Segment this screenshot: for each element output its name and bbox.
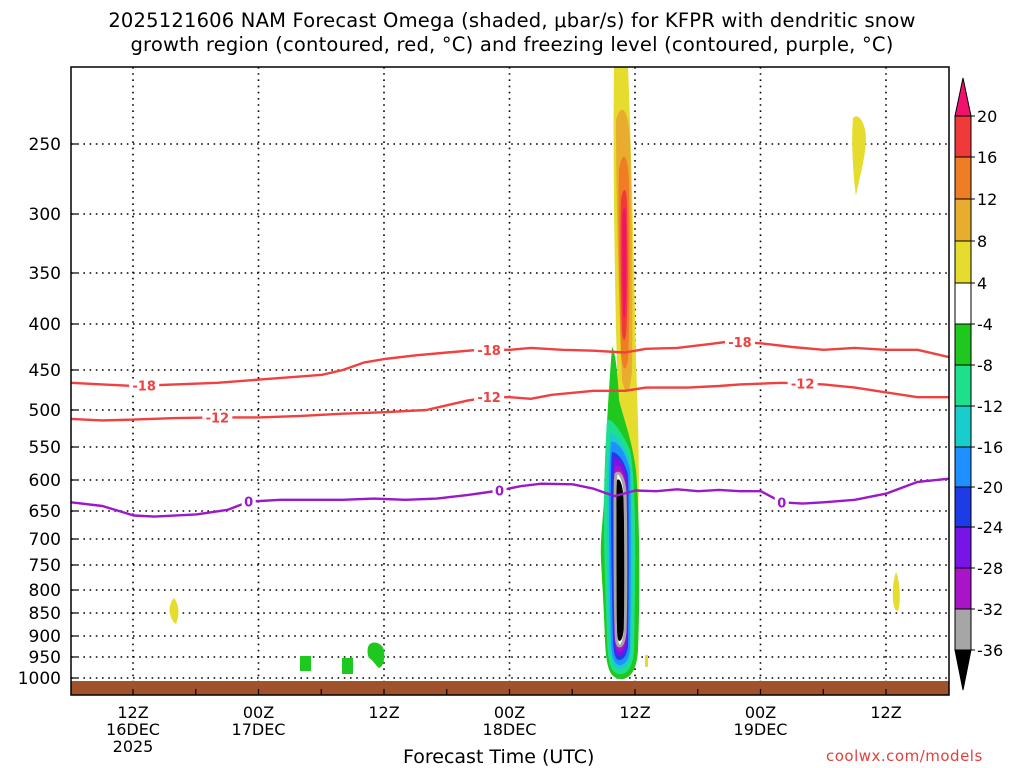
xtick-label-0-2: 2025	[113, 737, 154, 756]
ground-surface	[71, 681, 949, 695]
colorbar-label-8: -16	[977, 438, 1003, 457]
colorbar-segment-6	[954, 364, 972, 407]
colorbar-segment-8	[954, 446, 972, 488]
contour-freezing-level-0	[71, 477, 949, 518]
xtick-label-2-0: 00Z	[243, 703, 274, 722]
ytick-label-550: 550	[29, 438, 61, 458]
colorbar-label-6: -8	[977, 356, 993, 375]
xtick-label-10-0: 00Z	[745, 703, 776, 722]
pressure-axis: 250 300 350 400 450 500 550 600 650 700 750 800 850 9…	[18, 135, 77, 689]
contour-label-bg-freezing-level-0-0	[241, 494, 256, 509]
omega-positive-patch-surface	[645, 655, 648, 667]
colorbar-segment-1	[954, 156, 972, 200]
omega-negative-patch-3	[367, 642, 385, 668]
omega-colorbar: 20 16 12 8 4 -4 -8 -12 -16 -20 -24 -28 -32 -36	[954, 77, 1003, 691]
ytick-label-400: 400	[29, 315, 61, 335]
omega-negative-patch-2	[342, 658, 353, 674]
contour-label-dgz-minus18-1: -18	[477, 344, 501, 359]
colorbar-bottom-arrow	[954, 649, 972, 691]
omega-positive-plume-magenta	[622, 208, 627, 319]
contour-label-bg-dgz-minus18-0	[129, 378, 160, 393]
omega-positive-patch-upper-right	[852, 116, 866, 196]
omega-negative-core-black	[616, 479, 625, 641]
ytick-label-950: 950	[29, 648, 61, 668]
xtick-label-6-0: 00Z	[494, 703, 525, 722]
ytick-label-900: 900	[29, 627, 61, 647]
xtick-label-8-0: 12Z	[619, 703, 650, 722]
ytick-label-500: 500	[29, 401, 61, 421]
xtick-label-6-1: 18DEC	[483, 720, 537, 739]
ytick-label-650: 650	[29, 502, 61, 522]
colorbar-label-5: -4	[977, 315, 993, 334]
colorbar-segment-7	[954, 405, 972, 448]
contour-label-bg-dgz-minus12-1	[474, 390, 505, 405]
contour-label-bg-dgz-minus12-0	[202, 410, 233, 425]
contour-label-bg-dgz-minus18-2	[724, 335, 755, 350]
contour-label-dgz-minus12-2: -12	[791, 378, 815, 393]
ytick-label-850: 850	[29, 604, 61, 624]
colorbar-segment-12	[954, 608, 972, 651]
colorbar-label-10: -24	[977, 518, 1003, 537]
ytick-label-800: 800	[29, 581, 61, 601]
omega-positive-patch-left	[169, 598, 179, 624]
ytick-label-700: 700	[29, 530, 61, 550]
colorbar-label-13: -36	[977, 641, 1003, 660]
chart-title-line-2: growth region (contoured, red, °C) and f…	[130, 33, 894, 56]
pressure-gridlines	[71, 143, 949, 679]
contour-label-dgz-minus12-0: -12	[206, 411, 230, 426]
contour-label-dgz-minus12-1: -12	[477, 391, 501, 406]
xtick-label-0-1: 16DEC	[106, 720, 160, 739]
ytick-label-450: 450	[29, 361, 61, 381]
colorbar-segment-0	[954, 115, 972, 158]
ytick-label-300: 300	[29, 205, 61, 225]
ytick-label-750: 750	[29, 556, 61, 576]
chart-title-line-1: 2025121606 NAM Forecast Omega (shaded, μ…	[108, 9, 916, 32]
contour-label-bg-freezing-level-0-1	[492, 483, 507, 498]
credit-text: coolwx.com/models	[826, 747, 983, 765]
contour-label-freezing-level-0-0: 0	[244, 496, 253, 511]
ytick-label-600: 600	[29, 471, 61, 491]
colorbar-label-2: 12	[977, 190, 997, 209]
colorbar-label-4: 4	[977, 274, 987, 293]
xtick-label-4-0: 12Z	[368, 703, 399, 722]
contour-labels: -18 -18 -18 -12 -12 -12 0 0 0	[129, 335, 818, 511]
colorbar-label-7: -12	[977, 397, 1003, 416]
colorbar-label-3: 8	[977, 232, 987, 251]
colorbar-segment-9	[954, 486, 972, 528]
colorbar-segment-4	[954, 282, 972, 325]
colorbar-segment-11	[954, 567, 972, 610]
colorbar-label-11: -28	[977, 559, 1003, 578]
colorbar-label-9: -20	[977, 478, 1003, 497]
colorbar-label-12: -32	[977, 600, 1003, 619]
omega-negative-patch-1	[300, 656, 311, 671]
ytick-label-250: 250	[29, 135, 61, 155]
contour-label-bg-freezing-level-0-2	[774, 495, 789, 510]
colorbar-label-1: 16	[977, 148, 997, 167]
xtick-label-12-0: 12Z	[870, 703, 901, 722]
ytick-label-1000: 1000	[18, 669, 61, 689]
xtick-label-2-1: 17DEC	[232, 720, 286, 739]
xtick-label-10-1: 19DEC	[734, 720, 788, 739]
contour-label-bg-dgz-minus12-2	[787, 376, 818, 391]
x-axis-label: Forecast Time (UTC)	[403, 746, 595, 768]
colorbar-top-arrow	[954, 77, 972, 117]
colorbar-segment-10	[954, 526, 972, 569]
xtick-label-0-0: 12Z	[117, 703, 148, 722]
contour-label-freezing-level-0-1: 0	[495, 485, 504, 500]
omega-shading	[169, 67, 900, 680]
colorbar-label-0: 20	[977, 107, 997, 126]
omega-positive-patch-low-right	[892, 572, 900, 611]
contour-label-dgz-minus18-0: -18	[132, 380, 156, 395]
colorbar-segment-5	[954, 323, 972, 366]
contour-label-bg-dgz-minus18-1	[474, 342, 505, 357]
colorbar-segment-3	[954, 240, 972, 284]
contour-label-dgz-minus18-2: -18	[728, 336, 752, 351]
colorbar-segment-2	[954, 198, 972, 242]
contour-dgz-minus18	[71, 340, 949, 388]
contour-label-freezing-level-0-2: 0	[777, 496, 786, 511]
ytick-label-350: 350	[29, 264, 61, 284]
